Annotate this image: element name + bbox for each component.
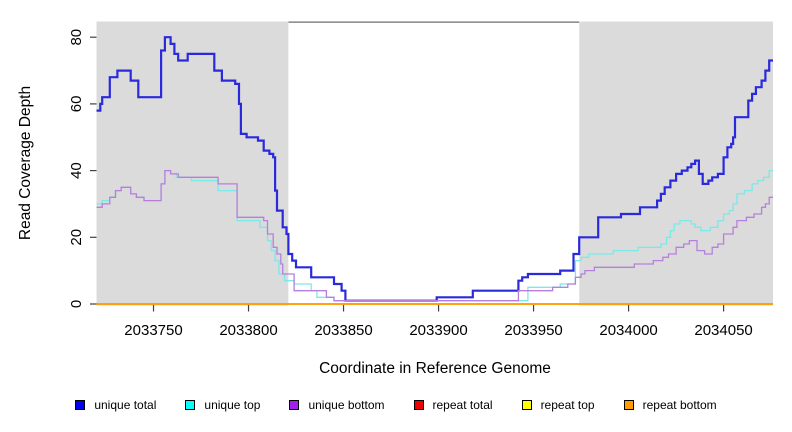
y-axis-title: Read Coverage Depth: [17, 86, 34, 240]
y-tick-label: 40: [68, 162, 85, 179]
coverage-depth-plot: 2033750 2033800 2033850 2033900 2033950 20340…: [17, 21, 773, 377]
x-tick-label: 2034050: [694, 322, 752, 339]
x-tick-label: 2034000: [599, 322, 657, 339]
legend-label: repeat top: [540, 398, 595, 412]
legend-swatch-repeat-bottom: [623, 400, 634, 410]
x-tick-label: 2033750: [124, 322, 182, 339]
legend-item-unique-total: unique total: [75, 398, 156, 412]
legend-label: repeat bottom: [642, 398, 717, 412]
y-tick-label: 0: [68, 300, 85, 308]
x-tick-label: 2033950: [504, 322, 562, 339]
legend-label: repeat total: [432, 398, 493, 412]
y-tick-label: 60: [68, 96, 85, 113]
legend-swatch-unique-top: [185, 400, 196, 410]
legend-item-repeat-top: repeat top: [521, 398, 595, 412]
x-tick-label: 2033900: [409, 322, 467, 339]
legend-swatch-unique-total: [75, 400, 86, 410]
left-repeat-shade: [96, 21, 289, 306]
legend-swatch-repeat-top: [521, 400, 532, 410]
series-line-unique-bottom: [96, 169, 773, 302]
x-tick-label: 2033850: [314, 322, 372, 339]
x-tick-label: 2033800: [219, 322, 277, 339]
legend-label: unique bottom: [308, 398, 385, 412]
unique-region-box: [288, 21, 580, 306]
x-axis-title: Coordinate in Reference Genome: [319, 360, 551, 377]
plot-legend: unique total unique top unique bottom repea…: [0, 398, 792, 412]
legend-swatch-repeat-total: [413, 400, 424, 410]
legend-label: unique top: [204, 398, 261, 412]
y-tick-label: 80: [68, 29, 85, 46]
legend-item-unique-bottom: unique bottom: [289, 398, 385, 412]
legend-item-unique-top: unique top: [185, 398, 260, 412]
legend-swatch-unique-bottom: [289, 400, 300, 410]
legend-item-repeat-bottom: repeat bottom: [623, 398, 717, 412]
y-tick-label: 20: [68, 229, 85, 246]
legend-label: unique total: [94, 398, 157, 412]
legend-item-repeat-total: repeat total: [413, 398, 493, 412]
right-repeat-shade: [579, 21, 773, 306]
series-line-unique-total: [96, 36, 773, 302]
